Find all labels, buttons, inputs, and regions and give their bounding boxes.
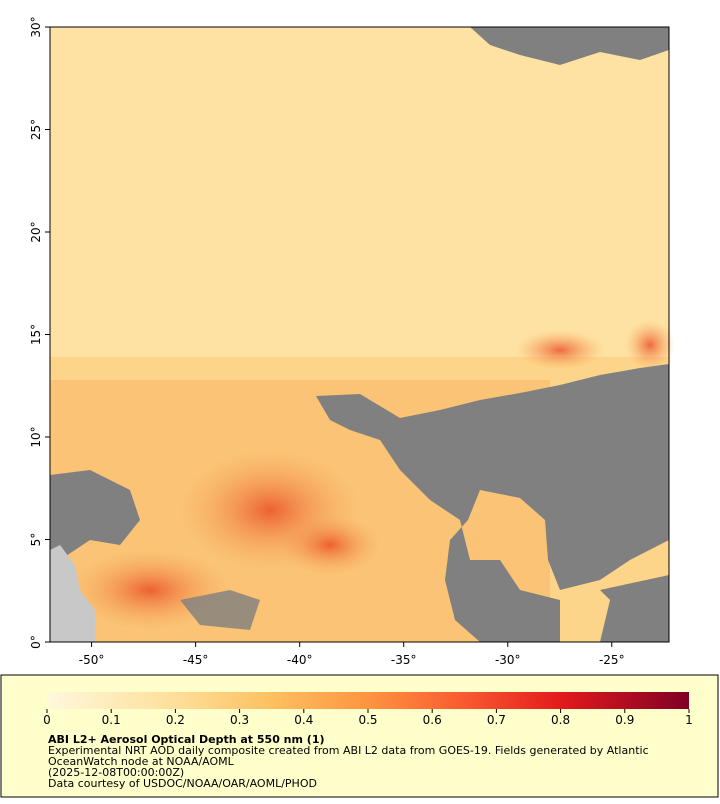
no-data-area	[470, 27, 669, 65]
no-data-area	[180, 590, 260, 630]
y-tick-label: 5°	[29, 533, 43, 547]
colorbar-tick-label: 0.9	[615, 713, 634, 727]
axes: -50° -45° -40° -35° -30° -25° 0° 5° 10° 15° 20° 25°…	[29, 16, 625, 667]
colorbar-tick-label: 0.1	[102, 713, 121, 727]
y-tick-label: 10°	[29, 426, 43, 447]
no-data-area	[50, 470, 140, 560]
colorbar-tick-label: 0.3	[230, 713, 249, 727]
colorbar-tick-label: 0.2	[166, 713, 185, 727]
y-tick-label: 25°	[29, 119, 43, 140]
colorbar-tick-label: 0.6	[423, 713, 442, 727]
x-tick-label: -50°	[79, 653, 105, 667]
colorbar-tick-label: 0.4	[294, 713, 313, 727]
caption-line: Data courtesy of USDOC/NOAA/OAR/AOML/PHO…	[48, 777, 317, 790]
aerosol-plume	[515, 330, 605, 370]
x-tick-label: -45°	[183, 653, 209, 667]
land	[50, 545, 95, 642]
colorbar-tick-label: 0.8	[551, 713, 570, 727]
y-tick-label: 15°	[29, 324, 43, 345]
colorbar-tick-label: 0.7	[487, 713, 506, 727]
y-tick-label: 0°	[29, 635, 43, 649]
y-tick-label: 30°	[29, 16, 43, 37]
colorbar-ticks: 0 0.1 0.2 0.3 0.4 0.5 0.6 0.7 0.8 0.9 1	[43, 709, 693, 727]
haze-area	[50, 27, 669, 357]
colorbar-tick-label: 1	[685, 713, 693, 727]
x-tick-label: -35°	[391, 653, 417, 667]
colorbar-tick-label: 0.5	[358, 713, 377, 727]
caption-title: ABI L2+ Aerosol Optical Depth at 550 nm …	[48, 733, 325, 746]
colorbar-tick-label: 0	[43, 713, 51, 727]
colorbar	[47, 692, 689, 709]
map	[49, 26, 675, 643]
y-tick-label: 20°	[29, 221, 43, 242]
x-tick-label: -25°	[599, 653, 625, 667]
no-data-area	[316, 364, 669, 642]
x-tick-label: -40°	[287, 653, 313, 667]
caption-line: (2025-12-08T00:00:00Z)	[48, 766, 184, 779]
aerosol-plume	[280, 515, 380, 575]
caption-line: Experimental NRT AOD daily composite cre…	[48, 744, 649, 757]
caption-line: OceanWatch node at NOAA/AOML	[48, 755, 235, 768]
aerosol-plume	[625, 320, 675, 370]
x-tick-label: -30°	[495, 653, 521, 667]
